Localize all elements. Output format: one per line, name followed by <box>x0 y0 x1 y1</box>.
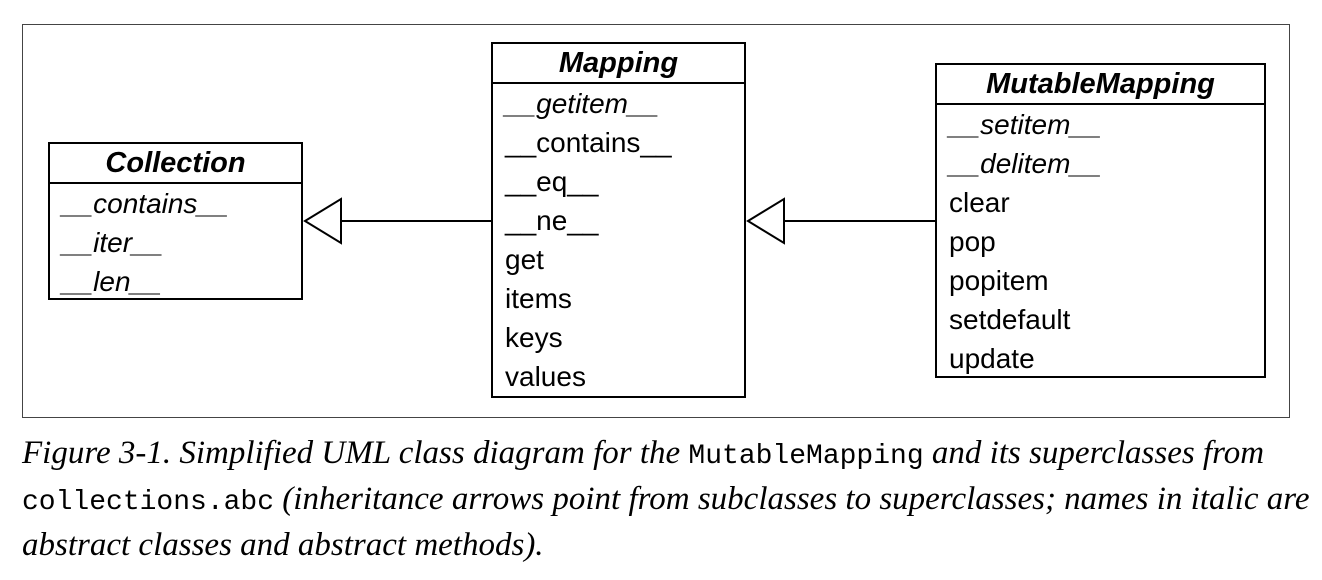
method-get: get <box>505 244 544 275</box>
method-pop: pop <box>949 226 996 257</box>
collection-class-name: Collection <box>50 144 301 184</box>
method-clear: clear <box>949 187 1010 218</box>
caption-text-1: Figure 3-1. Simplified UML class diagram… <box>22 435 689 471</box>
figure-caption: Figure 3-1. Simplified UML class diagram… <box>22 432 1312 567</box>
method-eq: __eq__ <box>505 166 599 197</box>
method-values: values <box>505 361 586 392</box>
method-items: items <box>505 283 572 314</box>
method-keys: keys <box>505 322 563 353</box>
diagram-frame <box>22 24 1290 418</box>
caption-code-mutablemapping: MutableMapping <box>688 441 924 472</box>
mapping-class-box: Mapping __getitem__ __contains__ __eq__ … <box>491 42 746 398</box>
method-iter: __iter__ <box>62 227 164 258</box>
caption-text-2: and its superclasses from <box>923 435 1265 471</box>
method-getitem: __getitem__ <box>505 88 660 119</box>
mapping-class-name: Mapping <box>493 44 744 84</box>
method-len: __len__ <box>62 266 162 297</box>
collection-class-box: Collection __contains__ __iter__ __len__ <box>48 142 303 300</box>
mutablemapping-class-box: MutableMapping __setitem__ __delitem__ c… <box>935 63 1266 378</box>
method-contains: __contains__ <box>62 188 229 219</box>
collection-inheritance-arrowhead <box>303 197 342 245</box>
caption-code-collections-abc: collections.abc <box>22 487 275 518</box>
mutablemapping-class-name: MutableMapping <box>937 65 1264 105</box>
method-delitem: __delitem__ <box>949 148 1102 179</box>
method-update: update <box>949 343 1035 374</box>
collection-methods: __contains__ __iter__ __len__ <box>50 184 301 301</box>
mapping-methods: __getitem__ __contains__ __eq__ __ne__ g… <box>493 84 744 396</box>
method-setitem: __setitem__ <box>949 109 1102 140</box>
mapping-inheritance-arrowhead <box>746 197 785 245</box>
mutablemapping-methods: __setitem__ __delitem__ clear pop popite… <box>937 105 1264 378</box>
method-ne: __ne__ <box>505 205 599 236</box>
method-contains: __contains__ <box>505 127 672 158</box>
caption-text-3: (inheritance arrows point from subclasse… <box>22 481 1310 563</box>
method-setdefault: setdefault <box>949 304 1071 335</box>
method-popitem: popitem <box>949 265 1049 296</box>
